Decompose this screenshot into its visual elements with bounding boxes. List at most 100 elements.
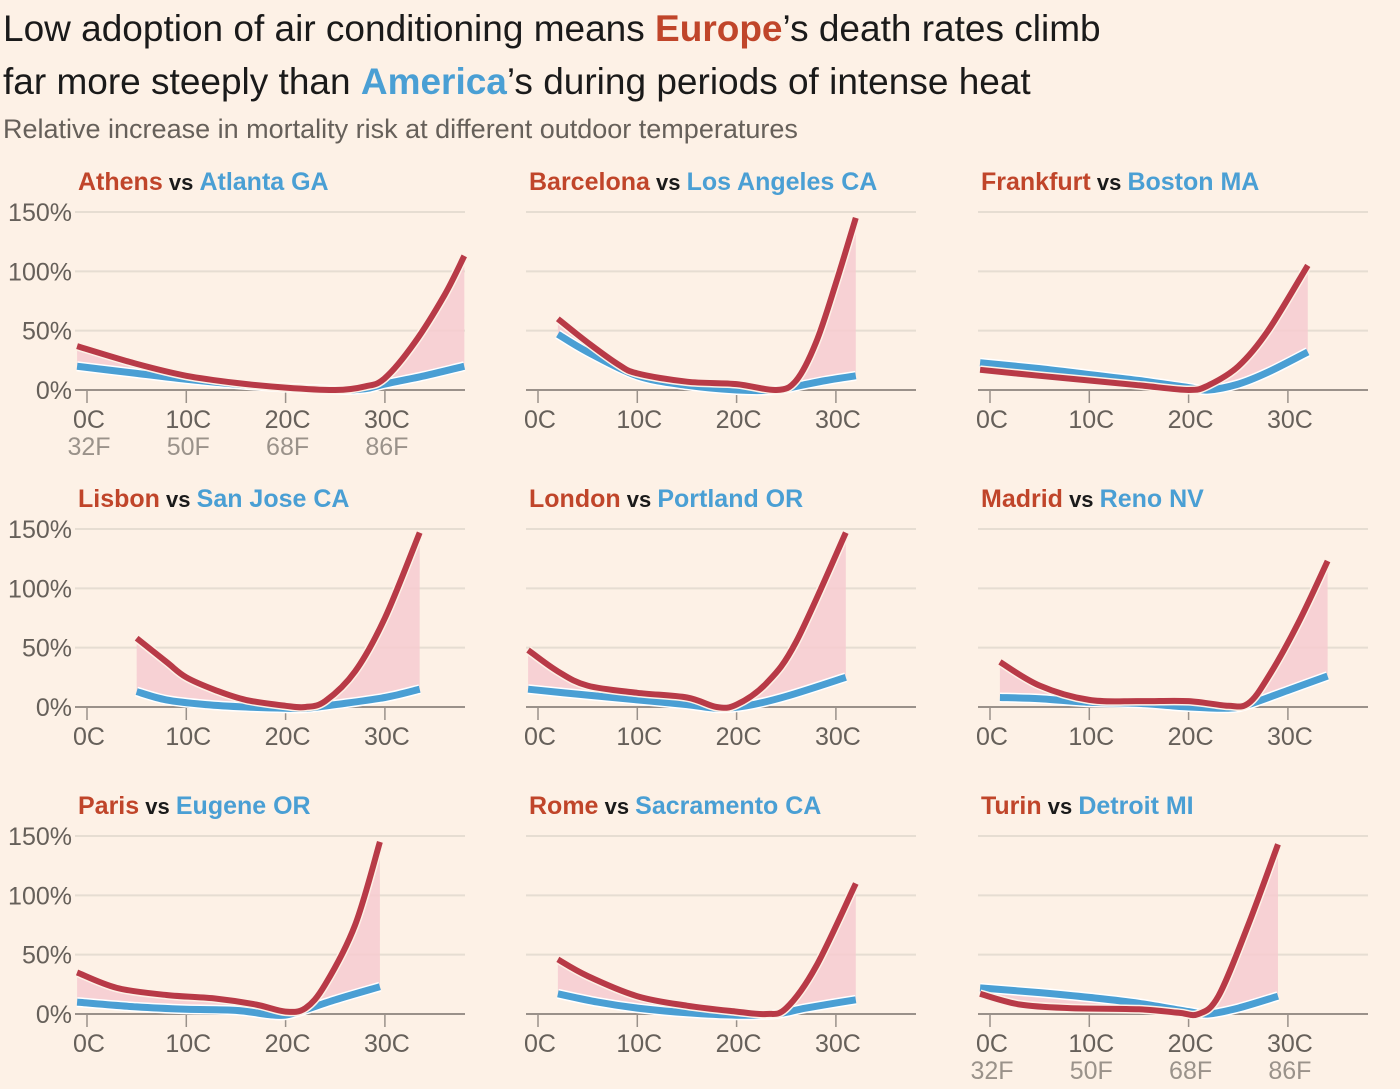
panel-title: Athens vs Atlanta GA (78, 168, 329, 196)
title-text: ’s death rates climb (782, 8, 1101, 49)
america-city-label: Eugene OR (176, 792, 311, 820)
vs-label: vs (139, 794, 176, 819)
x-tick-label: 10C (1068, 1030, 1114, 1058)
vs-label: vs (650, 170, 687, 195)
title-text: far more steeply than (3, 61, 361, 102)
x-tick-label: 0C (524, 723, 556, 751)
europe-city-label: Frankfurt (981, 168, 1091, 196)
x-tick-label: 30C (1267, 1030, 1313, 1058)
panel-title: Frankfurt vs Boston MA (981, 168, 1259, 196)
europe-line (76, 254, 467, 394)
vs-label: vs (1091, 170, 1128, 195)
europe-city-label: London (529, 485, 621, 513)
vs-label: vs (598, 794, 635, 819)
chart-title: Low adoption of air conditioning means E… (3, 2, 1101, 108)
x-tick-label: 20C (1168, 1030, 1214, 1058)
panel-madrid: 0C 10C 20C 30C Madrid vs Reno NV (976, 485, 1368, 751)
x-tick-label: 10C (165, 723, 211, 751)
title-america: America (360, 61, 507, 102)
y-tick-label: 0% (36, 1001, 72, 1029)
x-tick-label: 30C (815, 723, 861, 751)
america-line (999, 672, 1329, 712)
x-tick-label-f: 68F (266, 433, 309, 461)
x-tick-label: 20C (265, 1030, 311, 1058)
panel-title: London vs Portland OR (529, 485, 803, 513)
title-europe: Europe (655, 8, 783, 49)
europe-city-label: Turin (981, 792, 1042, 820)
vs-label: vs (1063, 487, 1100, 512)
panel-title: Barcelona vs Los Angeles CA (529, 168, 877, 196)
europe-city-label: Barcelona (529, 168, 651, 196)
gap-area (77, 841, 380, 1016)
america-city-label: Detroit MI (1078, 792, 1193, 820)
chart-subtitle: Relative increase in mortality risk at d… (3, 114, 798, 144)
x-tick-label: 0C (73, 723, 105, 751)
x-tick-label: 0C (73, 406, 105, 434)
title-text: Low adoption of air conditioning means (3, 8, 656, 49)
y-tick-label: 50% (22, 318, 72, 346)
gap-area (557, 883, 856, 1016)
vs-label: vs (163, 170, 200, 195)
x-tick-label: 20C (716, 723, 762, 751)
america-line (76, 983, 381, 1019)
panel-paris: 0% 50% 100% 150% 0C 10C 20C 30C Paris vs Eugene … (8, 792, 465, 1058)
y-tick-label: 50% (22, 635, 72, 663)
x-tick-label-f: 50F (1070, 1057, 1113, 1085)
x-tick-label: 10C (1068, 723, 1114, 751)
panel-frankfurt: 0C 10C 20C 30C Frankfurt vs Boston MA (976, 168, 1368, 434)
x-tick-label-f: 32F (67, 433, 110, 461)
america-city-label: Atlanta GA (199, 168, 328, 196)
america-city-label: Sacramento CA (635, 792, 821, 820)
x-tick-label: 0C (976, 1030, 1008, 1058)
x-tick-label: 0C (73, 1030, 105, 1058)
panel-rome: 0C 10C 20C 30C Rome vs Sacramento CA (524, 792, 916, 1058)
america-line (557, 990, 857, 1019)
europe-city-label: Lisbon (78, 485, 160, 513)
title-text: ’s during periods of intense heat (506, 61, 1031, 102)
y-tick-label: 100% (8, 258, 72, 286)
x-tick-label-f: 86F (365, 433, 408, 461)
y-tick-label: 100% (8, 575, 72, 603)
x-tick-label: 20C (716, 1030, 762, 1058)
y-tick-label: 150% (8, 199, 72, 227)
america-line (556, 331, 857, 395)
europe-line (526, 531, 849, 711)
europe-line (979, 843, 1281, 1019)
america-city-label: Los Angeles CA (687, 168, 878, 196)
vs-label: vs (1042, 794, 1079, 819)
europe-city-label: Paris (78, 792, 139, 820)
x-tick-label: 30C (815, 406, 861, 434)
y-tick-label: 50% (22, 942, 72, 970)
x-tick-label: 30C (815, 1030, 861, 1058)
x-tick-label: 20C (265, 406, 311, 434)
europe-line (979, 263, 1311, 394)
panel-title: Lisbon vs San Jose CA (78, 485, 349, 513)
panel-title: Rome vs Sacramento CA (529, 792, 821, 820)
x-tick-label: 30C (364, 406, 410, 434)
x-tick-label: 30C (364, 1030, 410, 1058)
panel-title: Turin vs Detroit MI (981, 792, 1194, 820)
x-tick-label: 0C (976, 723, 1008, 751)
x-tick-label: 10C (165, 1030, 211, 1058)
x-tick-label: 0C (524, 406, 556, 434)
gap-area (557, 217, 856, 391)
vs-label: vs (160, 487, 197, 512)
x-tick-label: 10C (616, 723, 662, 751)
america-city-label: Reno NV (1100, 485, 1205, 513)
y-tick-label: 100% (8, 882, 72, 910)
europe-line (556, 882, 859, 1018)
x-tick-label: 10C (616, 1030, 662, 1058)
panel-london: 0C 10C 20C 30C London vs Portland OR (524, 485, 916, 751)
europe-city-label: Athens (78, 168, 163, 196)
europe-city-label: Madrid (981, 485, 1063, 513)
vs-label: vs (621, 487, 658, 512)
y-tick-label: 150% (8, 516, 72, 544)
gap-area (136, 532, 420, 709)
x-tick-label: 20C (1168, 406, 1214, 434)
y-tick-label: 0% (36, 694, 72, 722)
panel-title: Madrid vs Reno NV (981, 485, 1204, 513)
x-tick-label: 30C (1267, 723, 1313, 751)
x-tick-label: 20C (1168, 723, 1214, 751)
